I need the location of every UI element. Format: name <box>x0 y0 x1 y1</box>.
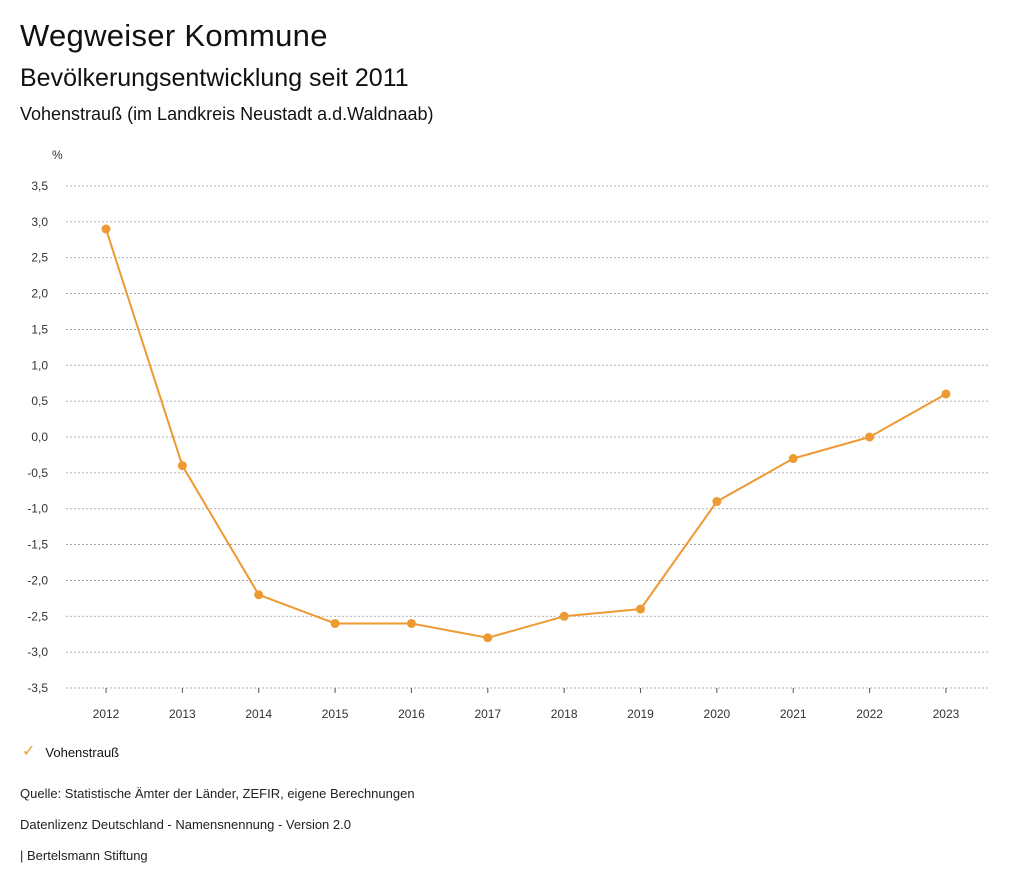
y-tick-label: 3,0 <box>31 215 48 229</box>
data-point[interactable] <box>559 611 569 621</box>
grid-lines <box>66 185 990 689</box>
x-tick-label: 2017 <box>474 707 501 721</box>
x-tick-label: 2012 <box>93 707 120 721</box>
publisher-link[interactable]: | Bertelsmann Stiftung <box>20 848 148 863</box>
y-tick-label: -2,5 <box>27 609 48 623</box>
license-note: Datenlizenz Deutschland - Namensnennung … <box>20 817 351 832</box>
legend[interactable]: ✓ Vohenstrauß <box>22 744 119 760</box>
x-tick-label: 2020 <box>704 707 731 721</box>
data-point[interactable] <box>941 389 951 399</box>
y-tick-label: -0,5 <box>27 466 48 480</box>
data-point[interactable] <box>636 604 646 614</box>
source-note: Quelle: Statistische Ämter der Länder, Z… <box>20 786 415 801</box>
data-point[interactable] <box>712 497 722 507</box>
x-tick-label: 2023 <box>933 707 960 721</box>
y-tick-label: -3,0 <box>27 645 48 659</box>
y-axis-unit: % <box>52 148 63 162</box>
y-tick-label: -1,5 <box>27 538 48 552</box>
x-tick-label: 2013 <box>169 707 196 721</box>
data-point[interactable] <box>254 590 264 600</box>
y-tick-label: -3,5 <box>27 681 48 695</box>
x-tick-label: 2021 <box>780 707 807 721</box>
data-point[interactable] <box>177 461 187 471</box>
chart-subtitle: Bevölkerungsentwicklung seit 2011 <box>20 64 409 92</box>
y-tick-label: 0,5 <box>31 394 48 408</box>
y-tick-label: 2,5 <box>31 251 48 265</box>
region-label: Vohenstrauß (im Landkreis Neustadt a.d.W… <box>20 104 434 124</box>
x-tick-label: 2015 <box>322 707 349 721</box>
y-tick-label: 2,0 <box>31 287 48 301</box>
x-tick-label: 2016 <box>398 707 425 721</box>
data-point[interactable] <box>406 618 416 628</box>
data-point[interactable] <box>865 432 875 442</box>
data-point[interactable] <box>101 224 111 234</box>
x-tick-label: 2019 <box>627 707 654 721</box>
x-tick-label: 2018 <box>551 707 578 721</box>
data-point[interactable] <box>788 454 798 464</box>
legend-label: Vohenstrauß <box>45 744 120 760</box>
check-icon[interactable]: ✓ <box>22 743 36 760</box>
x-axis-ticks: 2012 2013 2014 2015 2016 2017 2018 2019 2020 2021… <box>93 688 960 721</box>
x-tick-label: 2014 <box>245 707 272 721</box>
data-point[interactable] <box>330 618 340 628</box>
y-axis-ticks: 3,5 3,0 2,5 2,0 1,5 1,0 0,5 0,0 -0,5 -1,0 -1,5 -2,0… <box>27 179 48 695</box>
y-tick-label: -1,0 <box>27 502 48 516</box>
x-tick-label: 2022 <box>856 707 883 721</box>
page-title: Wegweiser Kommune <box>20 18 328 53</box>
series-line <box>105 228 947 639</box>
y-tick-label: 1,0 <box>31 358 48 372</box>
line-chart: 3,5 3,0 2,5 2,0 1,5 1,0 0,5 0,0 -0,5 -1,0 -1,5 -2,0… <box>27 148 990 721</box>
y-tick-label: -2,0 <box>27 573 48 587</box>
data-point[interactable] <box>483 633 493 643</box>
series-layer <box>101 224 951 643</box>
y-tick-label: 3,5 <box>31 179 48 193</box>
y-tick-label: 0,0 <box>31 430 48 444</box>
y-tick-label: 1,5 <box>31 322 48 336</box>
